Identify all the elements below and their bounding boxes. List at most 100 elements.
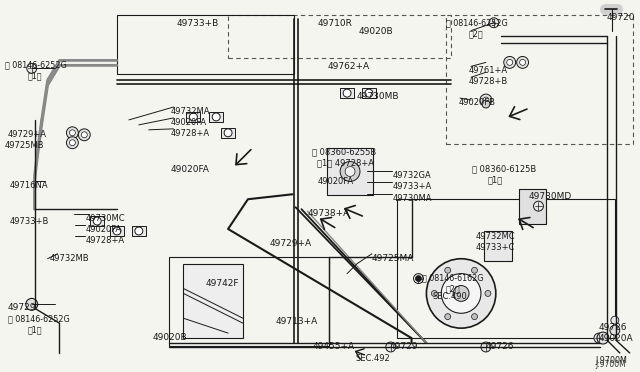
Circle shape: [481, 342, 491, 352]
Text: 49710R: 49710R: [317, 19, 352, 28]
Circle shape: [81, 132, 87, 138]
Text: （2）: （2）: [445, 285, 460, 294]
Bar: [340, 88, 354, 98]
Circle shape: [78, 129, 90, 141]
Circle shape: [189, 113, 197, 121]
Text: 49729+A: 49729+A: [8, 130, 47, 139]
Text: 49730MD: 49730MD: [529, 192, 572, 201]
Text: SEC.492: SEC.492: [355, 354, 390, 363]
Text: Ⓑ 08146-6252G: Ⓑ 08146-6252G: [446, 19, 508, 28]
Text: 49733+B: 49733+B: [177, 19, 219, 28]
Text: 49729: 49729: [390, 342, 418, 351]
Circle shape: [472, 267, 477, 273]
Circle shape: [93, 217, 101, 225]
Text: 49733+B: 49733+B: [10, 217, 49, 226]
Bar: [446, 15, 633, 144]
Bar: [168, 257, 329, 346]
Text: 49020FA: 49020FA: [171, 118, 207, 127]
Circle shape: [483, 97, 489, 103]
Text: 49020FA: 49020FA: [171, 164, 209, 173]
Text: Ⓢ 08360-6255B: Ⓢ 08360-6255B: [312, 148, 376, 157]
Text: SEC.490: SEC.490: [433, 292, 467, 301]
Text: Ⓑ 08146-6252G: Ⓑ 08146-6252G: [8, 314, 70, 323]
Circle shape: [597, 332, 609, 344]
Circle shape: [113, 227, 121, 235]
Text: 49738+A: 49738+A: [307, 209, 349, 218]
Text: 49726: 49726: [486, 342, 515, 351]
Circle shape: [485, 291, 491, 296]
Circle shape: [611, 316, 619, 324]
Text: 49728+A: 49728+A: [171, 129, 210, 138]
Text: （1）: （1）: [28, 325, 42, 334]
Text: 49020FA: 49020FA: [317, 177, 353, 186]
Circle shape: [415, 276, 422, 282]
Text: 49730MA: 49730MA: [393, 194, 432, 203]
Circle shape: [69, 140, 76, 146]
Circle shape: [386, 342, 396, 352]
Circle shape: [442, 274, 481, 313]
Text: 49732GA: 49732GA: [393, 171, 431, 180]
Bar: [132, 226, 146, 236]
Text: 49733+A: 49733+A: [393, 182, 432, 191]
Circle shape: [67, 137, 78, 149]
Circle shape: [453, 285, 469, 301]
Text: 49726: 49726: [599, 323, 627, 332]
Circle shape: [520, 60, 525, 65]
Text: （1）: （1）: [488, 176, 503, 185]
Circle shape: [431, 291, 437, 296]
Circle shape: [507, 60, 513, 65]
Bar: [327, 148, 373, 195]
Circle shape: [445, 314, 451, 320]
Bar: [397, 199, 615, 338]
Bar: [209, 112, 223, 122]
Text: 49020A: 49020A: [599, 334, 634, 343]
Circle shape: [610, 325, 620, 335]
Text: 49020FB: 49020FB: [458, 98, 495, 107]
Text: 49732MA: 49732MA: [171, 107, 210, 116]
Text: 49020FA: 49020FA: [85, 225, 122, 234]
Text: 49020B: 49020B: [153, 333, 188, 342]
Circle shape: [489, 18, 499, 28]
Bar: [117, 15, 294, 74]
Text: （1） 49728+A: （1） 49728+A: [317, 158, 374, 167]
Text: 49725MA: 49725MA: [372, 254, 414, 263]
Text: 49732MB: 49732MB: [49, 254, 89, 263]
Bar: [90, 216, 104, 226]
Text: 49730MC: 49730MC: [85, 214, 125, 223]
Circle shape: [135, 227, 143, 235]
Text: Ⓢ 08360-6125B: Ⓢ 08360-6125B: [472, 164, 536, 173]
Circle shape: [534, 201, 543, 211]
Circle shape: [345, 167, 355, 176]
Bar: [186, 112, 200, 122]
Circle shape: [212, 113, 220, 121]
Circle shape: [365, 89, 373, 97]
Bar: [228, 15, 451, 58]
Circle shape: [504, 57, 516, 68]
Circle shape: [69, 130, 76, 136]
Bar: [184, 264, 243, 338]
Bar: [362, 88, 376, 98]
Text: 49729+A: 49729+A: [269, 239, 312, 248]
Text: 49762+A: 49762+A: [327, 62, 369, 71]
Circle shape: [445, 267, 451, 273]
Bar: [221, 128, 235, 138]
Circle shape: [426, 259, 496, 328]
Text: J.9700M: J.9700M: [595, 360, 626, 369]
Text: 49733+C: 49733+C: [476, 243, 515, 252]
Bar: [484, 231, 512, 261]
Text: （1）: （1）: [28, 71, 42, 80]
Text: 49761+A: 49761+A: [469, 66, 508, 76]
Text: Ⓑ 08146-6162G: Ⓑ 08146-6162G: [422, 274, 484, 283]
Text: 49742F: 49742F: [205, 279, 239, 288]
Text: 49730MB: 49730MB: [357, 92, 399, 101]
Text: 49728+B: 49728+B: [469, 77, 508, 86]
Circle shape: [67, 127, 78, 139]
Text: Ⓑ 08146-6252G: Ⓑ 08146-6252G: [5, 60, 67, 70]
Bar: [110, 226, 124, 236]
Text: 49728+A: 49728+A: [85, 236, 124, 245]
Text: 49455+A: 49455+A: [312, 342, 355, 351]
Circle shape: [482, 100, 490, 108]
Text: 49716NA: 49716NA: [10, 182, 49, 190]
Circle shape: [516, 57, 529, 68]
Circle shape: [480, 94, 492, 106]
